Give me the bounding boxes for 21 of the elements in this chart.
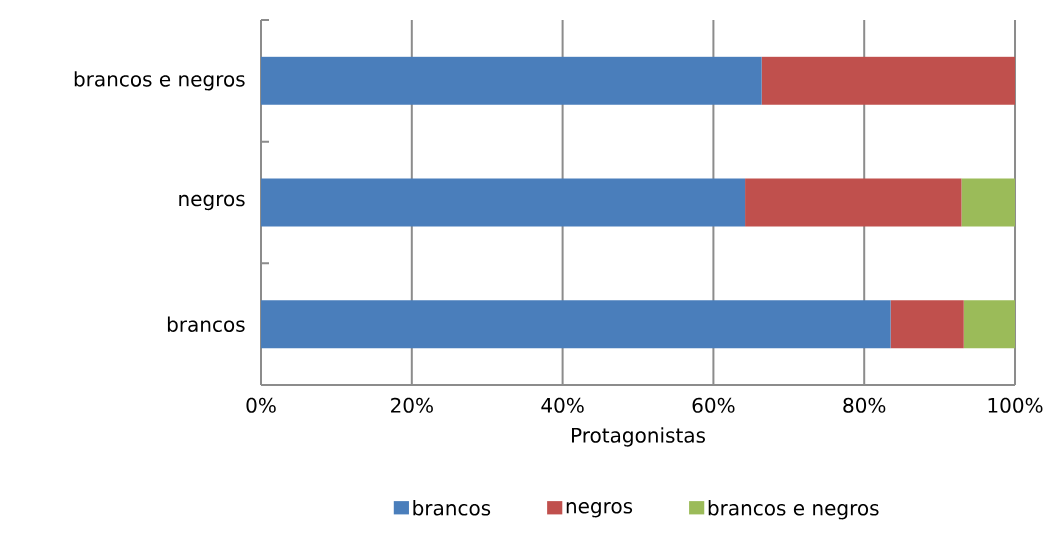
- legend-label: brancos e negros: [708, 500, 879, 520]
- bar: [761, 56, 1016, 105]
- bar: [261, 300, 891, 349]
- legend-label: brancos: [413, 500, 491, 516]
- bar: [890, 300, 964, 349]
- x-tick-label: 20%: [391, 397, 433, 413]
- bar: [745, 178, 962, 227]
- x-tick-label: 80%: [843, 397, 886, 413]
- bar: [261, 56, 762, 105]
- bar: [963, 300, 1016, 349]
- x-axis-title: Protagonistas: [572, 427, 706, 447]
- y-tick-label: brancos e negros: [74, 71, 245, 91]
- legend-label: negros: [566, 502, 633, 518]
- bar: [261, 178, 746, 227]
- bar: [961, 178, 1016, 227]
- x-tick-label: 60%: [692, 397, 735, 413]
- x-tick-label: 100%: [988, 397, 1043, 413]
- x-tick-label: 40%: [541, 397, 584, 413]
- y-tick-label: brancos: [167, 316, 245, 332]
- x-tick-label: 0%: [246, 397, 276, 413]
- y-tick-label: negros: [179, 194, 245, 211]
